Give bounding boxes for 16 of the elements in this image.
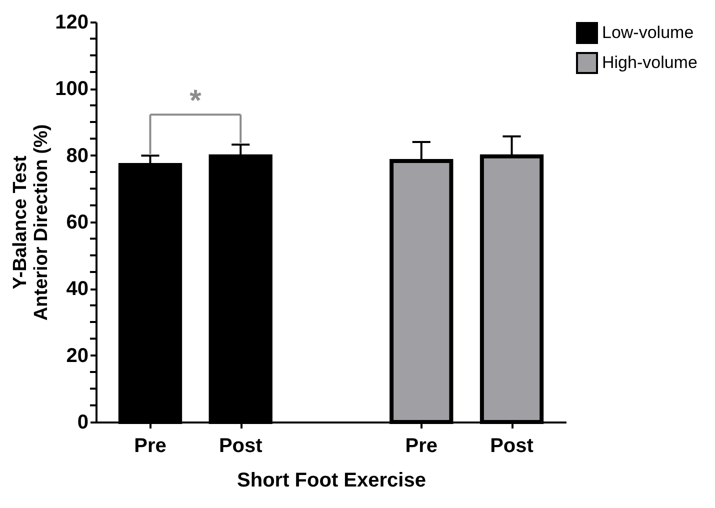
x-tick-label: Post: [218, 435, 263, 457]
x-tick-label: Post: [490, 435, 534, 457]
y-tick-label: 60: [66, 212, 88, 234]
x-axis-title: Short Foot Exercise: [237, 470, 426, 492]
y-tick-label: 120: [55, 12, 88, 34]
y-tick-label: 80: [66, 144, 88, 167]
legend-label: High-volume: [602, 53, 698, 72]
x-tick-label: Pre: [134, 435, 166, 457]
x-tick-label: Pre: [405, 435, 438, 457]
annotation: *: [190, 84, 202, 118]
y-tick-label: 100: [55, 78, 88, 100]
y-axis-title: Y-Balance Test Anterior Direction (%): [10, 124, 52, 321]
y-tick-label: 20: [66, 344, 88, 367]
y-tick-label: 40: [66, 278, 88, 300]
y-tick-label: 0: [77, 412, 88, 434]
legend-label: Low-volume: [602, 23, 694, 42]
